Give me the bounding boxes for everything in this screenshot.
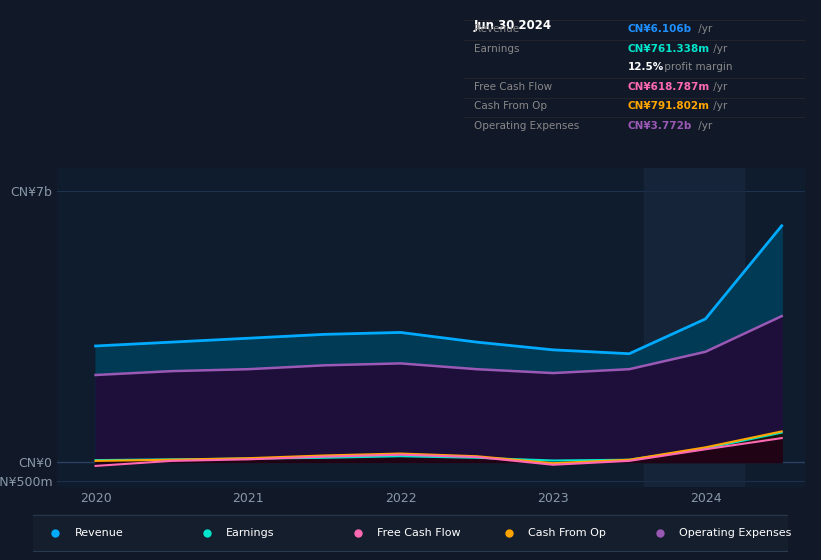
Text: Operating Expenses: Operating Expenses [474, 121, 580, 131]
FancyBboxPatch shape [29, 515, 791, 552]
Text: Jun 30 2024: Jun 30 2024 [474, 19, 553, 32]
Text: CN¥791.802m: CN¥791.802m [627, 101, 709, 111]
Text: Revenue: Revenue [474, 24, 519, 34]
Text: Cash From Op: Cash From Op [474, 101, 547, 111]
Text: Cash From Op: Cash From Op [528, 529, 605, 538]
Text: profit margin: profit margin [662, 62, 733, 72]
Text: Free Cash Flow: Free Cash Flow [377, 529, 460, 538]
Text: /yr: /yr [710, 82, 727, 91]
Text: Operating Expenses: Operating Expenses [679, 529, 791, 538]
Text: 12.5%: 12.5% [627, 62, 663, 72]
Text: CN¥761.338m: CN¥761.338m [627, 44, 709, 54]
Text: Free Cash Flow: Free Cash Flow [474, 82, 553, 91]
Text: /yr: /yr [695, 24, 712, 34]
Text: CN¥3.772b: CN¥3.772b [627, 121, 692, 131]
Bar [644, 168, 744, 487]
Text: CN¥618.787m: CN¥618.787m [627, 82, 709, 91]
Text: /yr: /yr [710, 44, 727, 54]
Text: /yr: /yr [710, 101, 727, 111]
Text: Revenue: Revenue [75, 529, 123, 538]
Text: CN¥6.106b: CN¥6.106b [627, 24, 691, 34]
Text: Earnings: Earnings [474, 44, 520, 54]
Text: /yr: /yr [695, 121, 712, 131]
Text: Earnings: Earnings [226, 529, 274, 538]
